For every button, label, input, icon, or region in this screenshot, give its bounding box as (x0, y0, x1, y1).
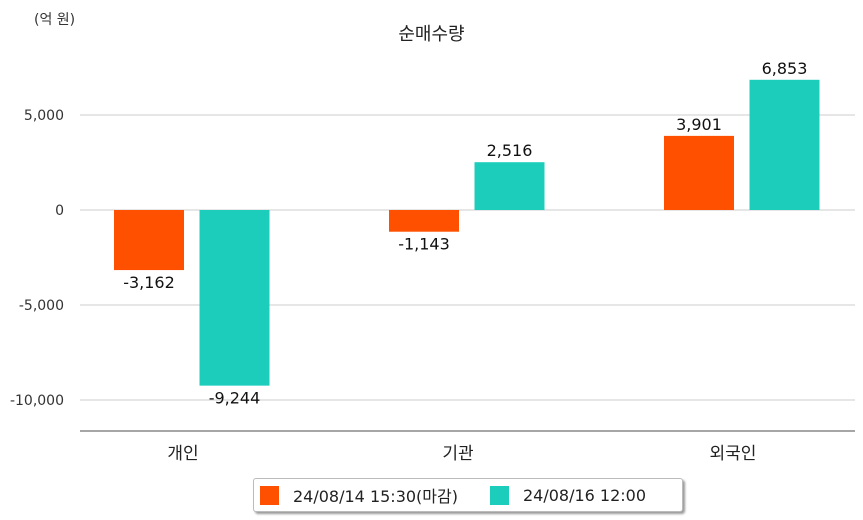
bar-0-0 (114, 210, 184, 271)
bar-0-2 (664, 135, 734, 210)
bar-1-0 (199, 210, 270, 386)
legend-swatch-0 (260, 485, 279, 505)
chart-title: 순매수량 (398, 24, 465, 45)
bar-1-2 (749, 79, 820, 210)
legend-item-series-1[interactable]: 24/08/16 12:00 (489, 485, 647, 505)
x-tick-label: 기관 (442, 444, 473, 464)
legend-swatch-1 (489, 485, 509, 505)
data-label: 6,853 (762, 59, 808, 78)
legend-item-series-0[interactable]: 24/08/14 15:30(마감) (260, 483, 458, 507)
legend-label-1: 24/08/16 12:00 (522, 485, 647, 505)
y-axis-unit-label: (억 원) (34, 12, 76, 28)
bar-0-1 (389, 210, 459, 232)
y-tick-label: 5,000 (24, 108, 64, 124)
data-label: -1,143 (398, 235, 450, 254)
y-tick-label: -10,000 (10, 393, 64, 409)
bar-1-1 (474, 162, 545, 210)
data-label: 2,516 (487, 141, 533, 160)
data-label: -3,162 (123, 273, 175, 292)
y-tick-label: -5,000 (19, 298, 64, 314)
legend-label-0: 24/08/14 15:30(마감) (293, 487, 458, 506)
x-tick-label: 외국인 (710, 444, 757, 464)
y-tick-label: 0 (55, 203, 64, 219)
legend: 24/08/14 15:30(마감) 24/08/16 12:00 (253, 478, 683, 512)
data-label: -9,244 (209, 389, 261, 408)
bar-chart: 5,000 0 -5,000 -10,000 개인 -3,162 -9,244 기관 -1,14… (10, 59, 855, 464)
data-label: 3,901 (676, 115, 722, 134)
x-tick-label: 개인 (167, 444, 198, 464)
